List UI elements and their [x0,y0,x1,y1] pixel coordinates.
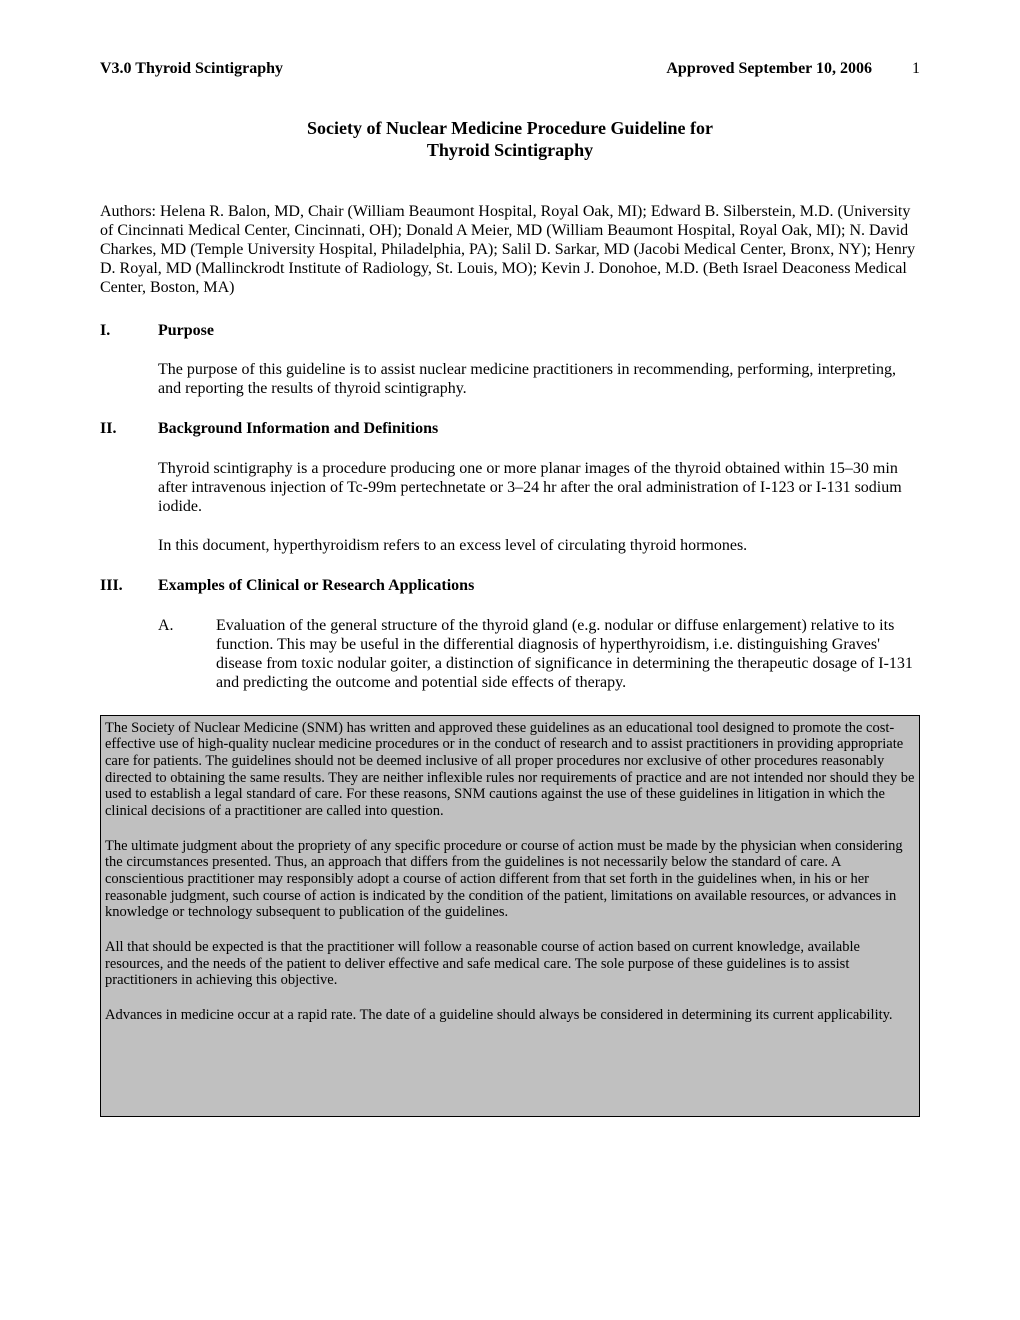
section-purpose: I. Purpose The purpose of this guideline… [100,322,920,399]
disclaimer-paragraph: Advances in medicine occur at a rapid ra… [105,1007,915,1024]
section-heading-row: II. Background Information and Definitio… [100,420,920,438]
subsection-a: A. Evaluation of the general structure o… [158,616,920,693]
section-background: II. Background Information and Definitio… [100,420,920,555]
section-heading: Purpose [158,322,214,340]
disclaimer-paragraph: The Society of Nuclear Medicine (SNM) ha… [105,720,915,820]
paragraph: In this document, hyperthyroidism refers… [158,536,920,555]
section-body: The purpose of this guideline is to assi… [158,360,920,398]
disclaimer-paragraph: The ultimate judgment about the propriet… [105,838,915,921]
section-heading: Background Information and Definitions [158,420,438,438]
header-right-group: Approved September 10, 2006 1 [666,60,920,78]
page-number: 1 [912,60,920,78]
section-body: A. Evaluation of the general structure o… [158,616,920,693]
section-number: III. [100,577,158,595]
document-title: Society of Nuclear Medicine Procedure Gu… [100,118,920,161]
page-header: V3.0 Thyroid Scintigraphy Approved Septe… [100,60,920,78]
paragraph: Thyroid scintigraphy is a procedure prod… [158,459,920,517]
section-body: Thyroid scintigraphy is a procedure prod… [158,459,920,556]
section-heading-row: I. Purpose [100,322,920,340]
title-line-1: Society of Nuclear Medicine Procedure Gu… [307,118,713,138]
subsection-text: Evaluation of the general structure of t… [216,616,920,693]
section-heading: Examples of Clinical or Research Applica… [158,577,474,595]
section-number: I. [100,322,158,340]
subsection-letter: A. [158,616,216,693]
disclaimer-box: The Society of Nuclear Medicine (SNM) ha… [100,715,920,1117]
header-doc-version: V3.0 Thyroid Scintigraphy [100,60,283,78]
section-applications: III. Examples of Clinical or Research Ap… [100,577,920,692]
disclaimer-paragraph: All that should be expected is that the … [105,939,915,989]
section-number: II. [100,420,158,438]
document-page: V3.0 Thyroid Scintigraphy Approved Septe… [0,0,1020,1117]
paragraph: The purpose of this guideline is to assi… [158,360,920,398]
section-heading-row: III. Examples of Clinical or Research Ap… [100,577,920,595]
title-line-2: Thyroid Scintigraphy [427,140,593,160]
authors-block: Authors: Helena R. Balon, MD, Chair (Wil… [100,202,920,298]
header-approved-date: Approved September 10, 2006 [666,60,872,78]
